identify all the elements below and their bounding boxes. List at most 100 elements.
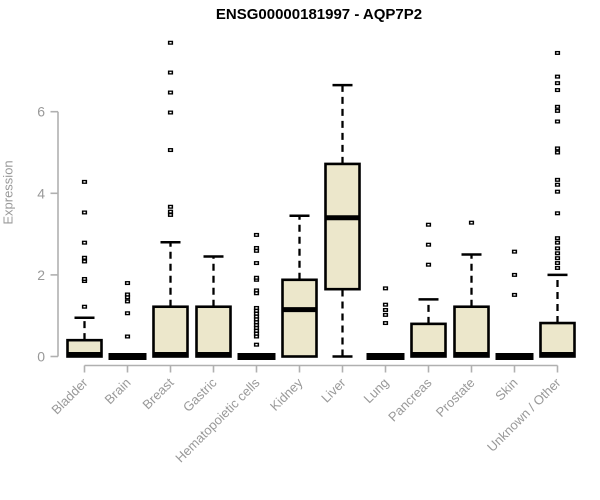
outlier-point-center bbox=[384, 287, 387, 290]
outlier-point-center bbox=[83, 280, 86, 282]
outlier-point-center bbox=[470, 221, 473, 224]
outlier-point-center bbox=[384, 309, 387, 311]
category-label: Prostate bbox=[433, 375, 478, 420]
outlier-point-center bbox=[556, 241, 559, 244]
outlier-point-center bbox=[255, 277, 258, 279]
outlier-point-center bbox=[169, 210, 172, 213]
outlier-point-center bbox=[384, 322, 387, 324]
category-label: Kidney bbox=[267, 375, 306, 414]
outlier-point-center bbox=[169, 214, 172, 216]
outlier-point-center bbox=[513, 250, 516, 253]
outlier-point-center bbox=[83, 278, 86, 280]
outlier-point-center bbox=[556, 179, 559, 181]
outlier-point-center bbox=[556, 267, 559, 269]
category-label: Skin bbox=[492, 375, 520, 403]
collapsed-box bbox=[237, 353, 276, 360]
outlier-point-center bbox=[556, 82, 559, 84]
collapsed-box bbox=[108, 353, 147, 360]
outlier-point-center bbox=[255, 310, 258, 312]
category-label: Pancreas bbox=[385, 375, 435, 425]
box bbox=[152, 305, 189, 358]
outlier-point-center bbox=[169, 71, 172, 74]
outlier-point-center bbox=[169, 206, 172, 208]
outlier-point-center bbox=[83, 241, 86, 244]
outlier-point-center bbox=[556, 247, 559, 250]
outlier-point-center bbox=[255, 247, 258, 249]
outlier-point-center bbox=[255, 315, 258, 318]
outlier-point-center bbox=[255, 324, 258, 326]
outlier-point-center bbox=[255, 318, 258, 321]
outlier-point-center bbox=[556, 257, 559, 259]
outlier-point-center bbox=[427, 264, 430, 266]
outlier-point-center bbox=[255, 262, 258, 264]
outlier-point-center bbox=[556, 147, 559, 150]
outlier-point-center bbox=[556, 106, 559, 108]
outlier-point-center bbox=[255, 335, 258, 338]
outlier-point-center bbox=[427, 244, 430, 246]
outlier-point-center bbox=[255, 279, 258, 281]
y-tick-label: 0 bbox=[37, 349, 45, 365]
outlier-point-center bbox=[556, 89, 559, 91]
outlier-point-center bbox=[169, 42, 172, 44]
category-label: Liver bbox=[318, 375, 349, 406]
outlier-point-center bbox=[556, 151, 559, 154]
outlier-point-center bbox=[556, 52, 559, 54]
outlier-point-center bbox=[83, 211, 86, 214]
outlier-point-center bbox=[427, 224, 430, 226]
outlier-point-center bbox=[556, 252, 559, 254]
outlier-point-center bbox=[556, 120, 559, 123]
outlier-point-center bbox=[255, 307, 258, 309]
outlier-point-center bbox=[255, 332, 258, 335]
category-label: Lung bbox=[361, 375, 392, 406]
outlier-point-center bbox=[255, 289, 258, 292]
outlier-point-center bbox=[169, 111, 172, 114]
outlier-point-center bbox=[126, 335, 129, 338]
box bbox=[281, 278, 318, 358]
outlier-point-center bbox=[384, 303, 387, 306]
category-label: Gastric bbox=[180, 375, 220, 415]
box bbox=[539, 321, 576, 358]
outlier-point-center bbox=[556, 262, 559, 264]
category-label: Hematopoietic cells bbox=[172, 375, 263, 466]
outlier-point-center bbox=[83, 181, 86, 183]
outlier-point-center bbox=[513, 274, 516, 276]
outlier-point-center bbox=[255, 327, 258, 329]
outlier-point-center bbox=[255, 312, 258, 315]
outlier-point-center bbox=[126, 293, 129, 296]
outlier-point-center bbox=[556, 184, 559, 186]
y-tick-label: 2 bbox=[37, 267, 45, 283]
outlier-point-center bbox=[169, 91, 172, 94]
outlier-point-center bbox=[255, 321, 258, 323]
y-tick-label: 4 bbox=[37, 185, 45, 201]
outlier-point-center bbox=[126, 312, 129, 314]
outlier-point-center bbox=[556, 237, 559, 239]
outlier-point-center bbox=[255, 292, 258, 294]
outlier-point-center bbox=[126, 282, 129, 284]
outlier-point-center bbox=[556, 212, 559, 214]
collapsed-box bbox=[366, 353, 405, 360]
outlier-point-center bbox=[255, 234, 258, 236]
box bbox=[453, 305, 490, 358]
category-label: Unknown / Other bbox=[484, 375, 564, 455]
outlier-point-center bbox=[384, 314, 387, 316]
outlier-point-center bbox=[126, 300, 129, 303]
outlier-point-center bbox=[83, 306, 86, 308]
collapsed-box bbox=[495, 353, 534, 360]
outlier-point-center bbox=[83, 257, 86, 259]
box bbox=[324, 162, 361, 291]
y-tick-label: 6 bbox=[37, 104, 45, 120]
outlier-point-center bbox=[255, 250, 258, 252]
box bbox=[410, 322, 447, 358]
box bbox=[195, 305, 232, 358]
category-label: Breast bbox=[139, 375, 176, 412]
outlier-point-center bbox=[126, 296, 129, 299]
outlier-point-center bbox=[513, 294, 516, 296]
outlier-point-center bbox=[556, 75, 559, 78]
outlier-point-center bbox=[83, 260, 86, 263]
outlier-point-center bbox=[255, 330, 258, 332]
outlier-point-center bbox=[556, 110, 559, 112]
outlier-point-center bbox=[556, 190, 559, 193]
outlier-point-center bbox=[169, 149, 172, 151]
